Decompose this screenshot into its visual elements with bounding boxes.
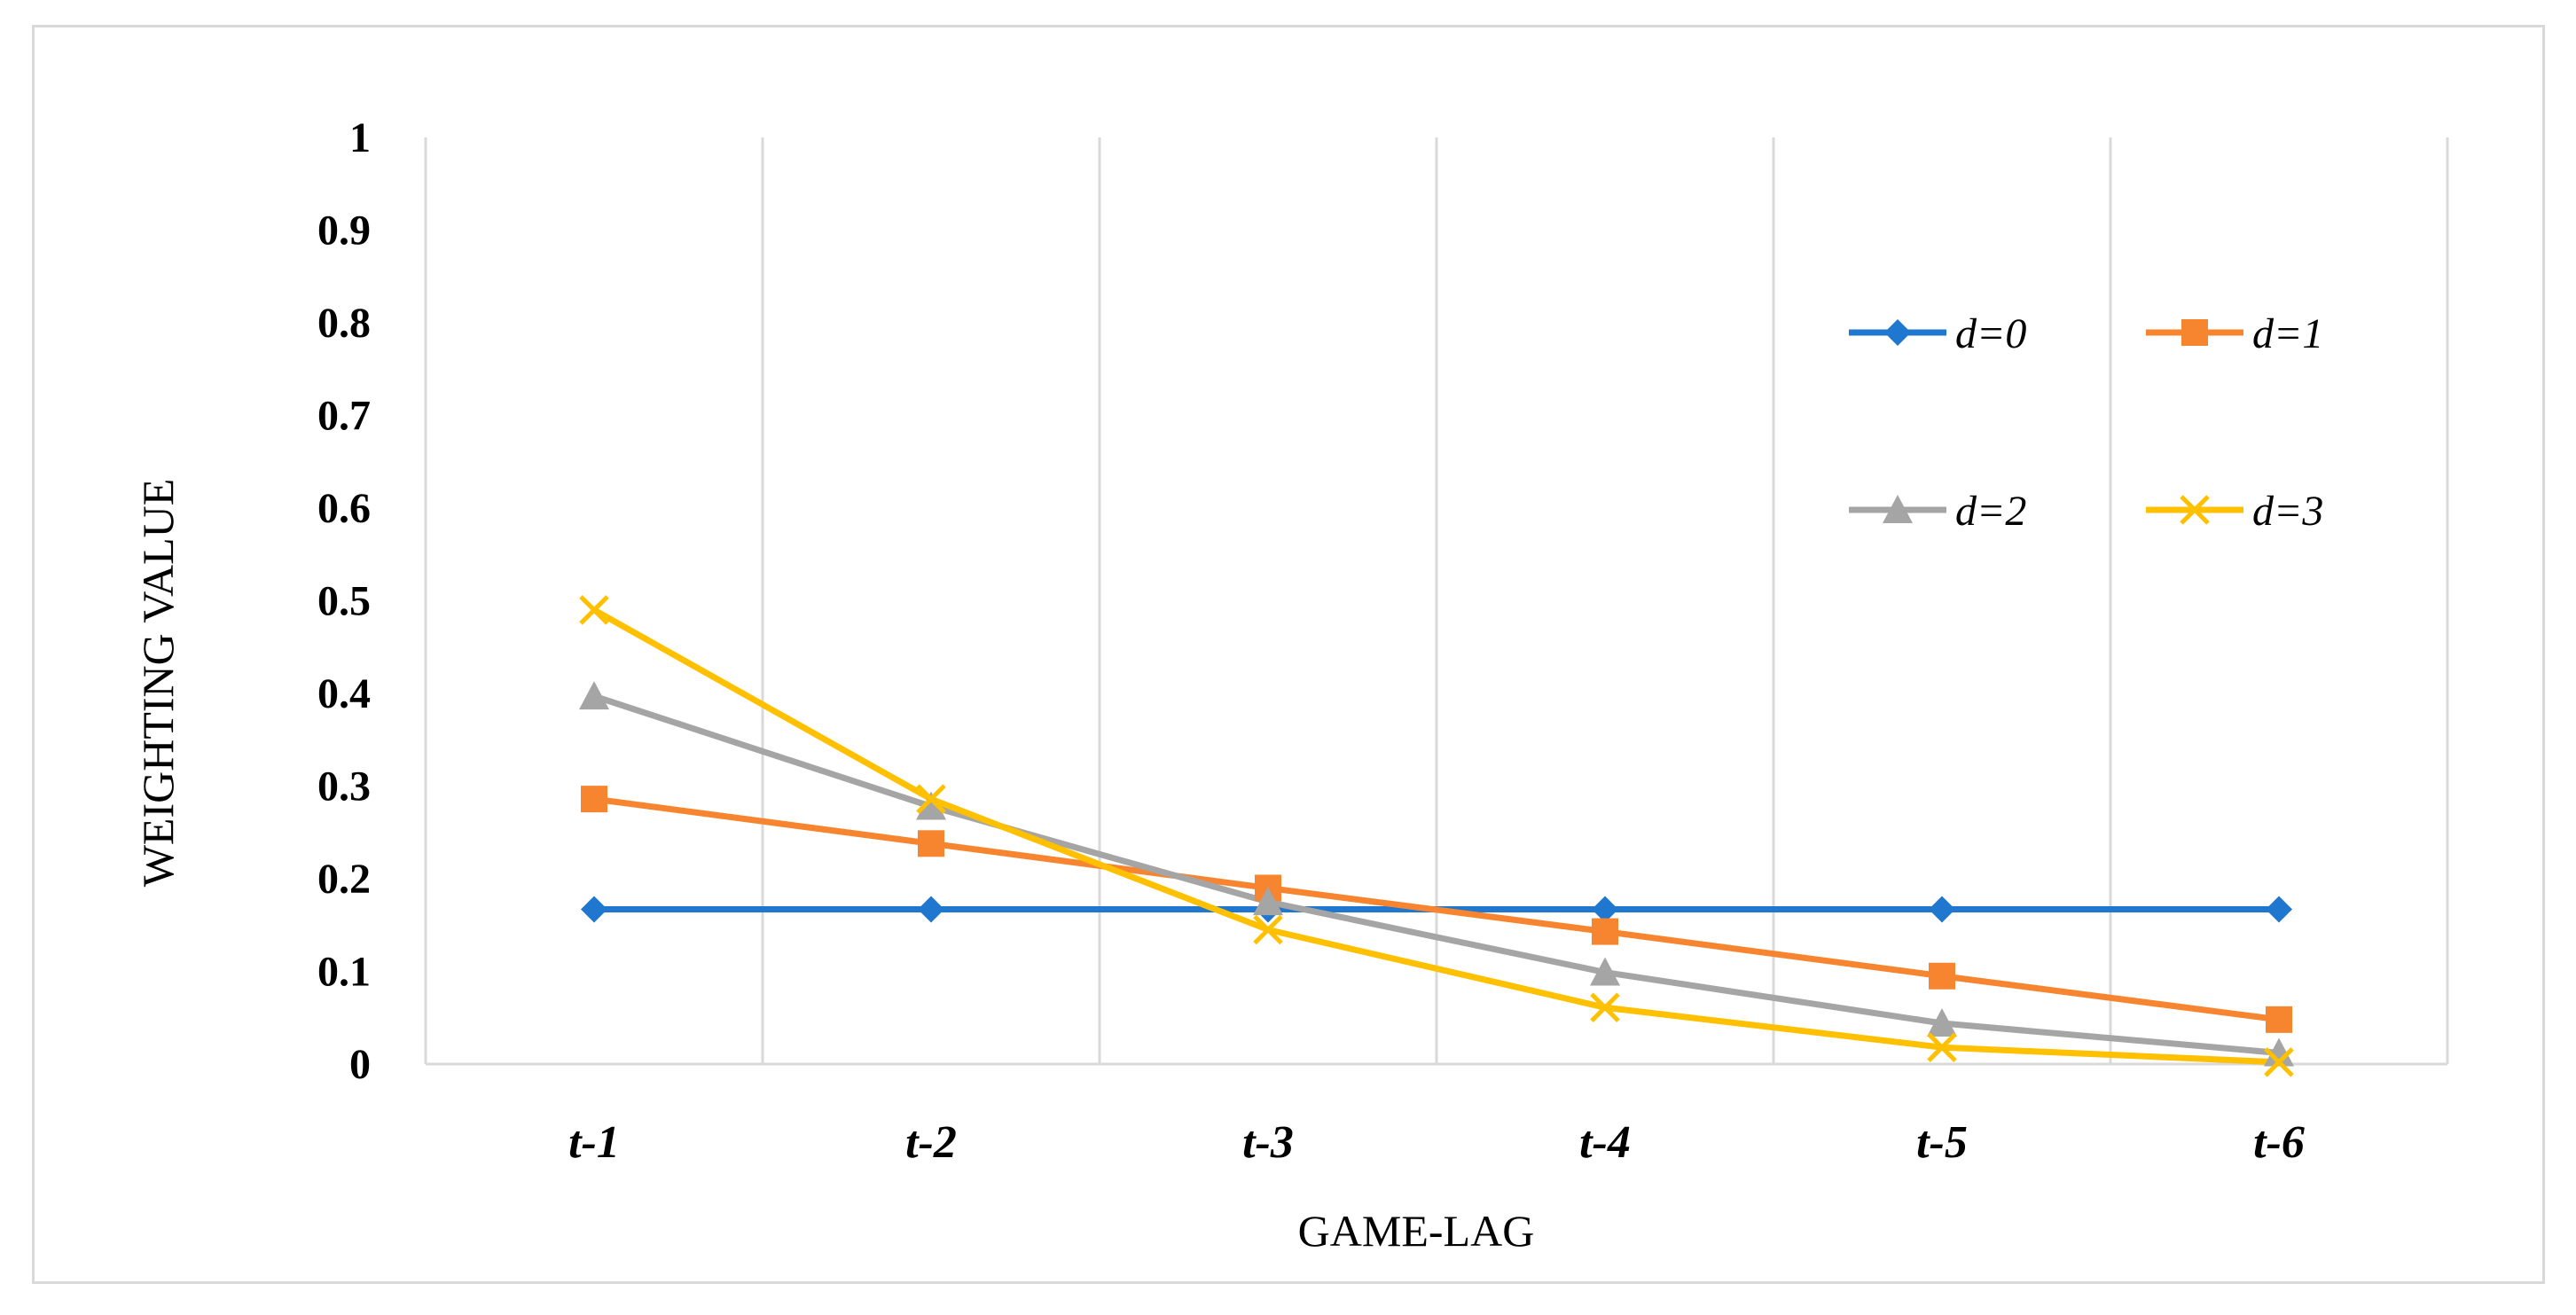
legend-swatch-marker	[2180, 495, 2210, 525]
legend-item-d=1: d=1	[2146, 310, 2323, 357]
x-tick-label: t-3	[1242, 1117, 1294, 1168]
legend-swatch-marker	[1884, 319, 1911, 346]
grid-lines	[424, 137, 2449, 1066]
y-tick-label: 0.5	[317, 578, 371, 625]
cross-stroke	[2264, 1047, 2294, 1077]
x-tick-label: t-4	[1579, 1117, 1631, 1168]
cross-stroke	[1590, 992, 1620, 1023]
data-point-d=1	[2266, 1006, 2292, 1033]
data-point-d=1	[581, 786, 607, 813]
data-point-d=2	[916, 791, 946, 820]
data-point-d=0	[1592, 896, 1618, 923]
y-tick-label: 0.8	[317, 300, 371, 347]
data-point-d=3	[2264, 1047, 2294, 1077]
legend-item-d=2: d=2	[1849, 488, 2026, 535]
data-point-d=3	[1927, 1032, 1957, 1062]
legend-item-d=0: d=0	[1849, 310, 2026, 357]
data-point-d=3	[1590, 992, 1620, 1023]
data-point-d=2	[1927, 1008, 1957, 1037]
chart-frame	[32, 25, 2545, 1284]
y-tick-label: 0.1	[317, 949, 371, 996]
x-axis-label: GAME-LAG	[1298, 1206, 1535, 1256]
x-tick-label: t-6	[2253, 1117, 2305, 1168]
data-point-d=2	[579, 681, 609, 710]
data-point-d=2	[1253, 887, 1283, 916]
legend-item-d=3: d=3	[2146, 488, 2323, 535]
y-tick-label: 0.9	[317, 207, 371, 254]
x-tick-labels: t-1 t-2 t-3 t-4 t-5 t-6	[568, 1117, 2305, 1168]
cross-stroke	[1253, 914, 1283, 945]
y-tick-label: 0.7	[317, 393, 371, 440]
data-point-d=3	[916, 784, 946, 814]
data-point-d=2	[1590, 957, 1620, 986]
cross-stroke	[579, 595, 609, 625]
data-point-d=1	[1592, 918, 1618, 945]
data-point-d=3	[579, 595, 609, 625]
data-point-d=1	[1929, 962, 1955, 990]
legend-label: d=3	[2252, 488, 2323, 535]
legend-label: d=1	[2252, 310, 2323, 357]
y-tick-label: 0.6	[317, 485, 371, 532]
series-markers	[579, 595, 2294, 1077]
data-point-d=3	[1253, 914, 1283, 945]
y-tick-label: 0	[349, 1041, 371, 1088]
series-line-d=2	[591, 693, 2282, 1056]
y-tick-label: 1	[349, 114, 371, 161]
x-tick-label: t-1	[568, 1117, 620, 1168]
x-tick-label: t-2	[905, 1117, 957, 1168]
y-tick-label: 0.2	[317, 856, 371, 903]
y-tick-labels: 0 0.1 0.2 0.3 0.4 0.5 0.6 0.7 0.8 0.9 1	[317, 114, 371, 1088]
data-point-d=0	[918, 896, 944, 923]
cross-stroke	[1927, 1032, 1957, 1062]
data-point-d=0	[581, 896, 607, 923]
legend-swatch-marker	[2181, 319, 2208, 346]
data-point-d=0	[1929, 896, 1955, 923]
series-line-d=1	[591, 795, 2282, 1023]
data-point-d=0	[2266, 896, 2292, 923]
y-tick-label: 0.4	[317, 670, 371, 717]
legend-label: d=2	[1955, 488, 2026, 535]
legend-swatch-marker	[1883, 495, 1913, 523]
series-lines	[591, 607, 2282, 1066]
legend: d=0 d=1 d=2 d=3	[1849, 310, 2323, 535]
x-tick-label: t-5	[1916, 1117, 1968, 1168]
cross-stroke	[2180, 495, 2210, 525]
legend-label: d=0	[1955, 310, 2026, 357]
y-axis-label: WEIGHTING VALUE	[133, 479, 183, 888]
data-point-d=1	[918, 830, 944, 857]
data-point-d=2	[2264, 1037, 2294, 1067]
series-line-d=3	[591, 607, 2282, 1066]
cross-stroke	[916, 784, 946, 814]
y-tick-label: 0.3	[317, 763, 371, 810]
